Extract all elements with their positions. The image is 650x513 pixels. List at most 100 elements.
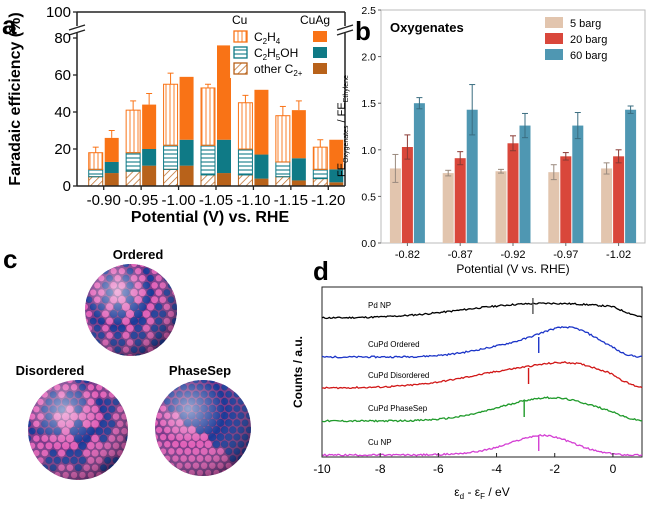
x-tick-label: -10 — [313, 462, 331, 476]
x-tick-label: -4 — [491, 462, 502, 476]
x-tick-label: -1.15 — [274, 192, 308, 209]
bar-60-barg — [466, 109, 478, 243]
atom — [74, 478, 82, 480]
x-tick-label: -2 — [549, 462, 560, 476]
curve-label: CuPd Disordered — [368, 371, 429, 380]
nanoparticle-ordered — [85, 264, 177, 356]
panel-c-nanoparticles: Ordered Disordered PhaseSep — [16, 247, 251, 480]
y-tick-label: 0 — [63, 178, 71, 195]
x-tick-label: -0.87 — [448, 249, 473, 261]
x-tick-label: -8 — [375, 462, 386, 476]
spectrum-curve — [321, 302, 643, 320]
x-tick-label: -6 — [433, 462, 444, 476]
legend-swatch — [545, 17, 563, 28]
bar-cuag-segment — [254, 89, 269, 155]
bar-cuag-segment — [142, 149, 157, 166]
bar-cu-segment — [312, 146, 328, 170]
bar-cuag-segment — [179, 76, 194, 140]
x-tick-label: -0.90 — [87, 192, 121, 209]
panel-letter-c: c — [3, 244, 17, 274]
spectrum-curve — [321, 325, 643, 359]
x-tick-label: -0.95 — [124, 192, 158, 209]
panel-a-legend: Cu CuAg C2H4 C2H5OH other C2+ — [230, 13, 335, 78]
curve-label: Cu NP — [368, 438, 392, 447]
bar-60-barg — [572, 125, 584, 243]
y-tick-label: 0.0 — [361, 238, 376, 250]
legend-group-cu: Cu — [232, 13, 247, 27]
label-disordered: Disordered — [16, 363, 85, 378]
legend-group-cuag: CuAg — [300, 13, 330, 27]
x-tick-label: 0 — [610, 462, 617, 476]
bar-cuag-segment — [179, 139, 194, 166]
curve-label: CuPd PhaseSep — [368, 404, 428, 413]
y-tick-label: 100 — [46, 4, 71, 21]
axis-break-left — [68, 24, 86, 36]
panel-d-x-label: εd - εF / eV — [454, 485, 509, 501]
nanoparticle-phasesep — [155, 380, 251, 476]
legend-c2h5oh: C2H5OH — [254, 46, 298, 62]
label-ordered: Ordered — [113, 247, 164, 262]
bar-5-barg — [389, 168, 401, 243]
bar-cu-segment — [88, 176, 104, 187]
curve-label: CuPd Ordered — [368, 340, 420, 349]
bar-cu-segment — [163, 168, 179, 187]
bar-20-barg — [401, 147, 413, 243]
bar-cuag-segment — [254, 178, 269, 186]
y-tick-label: 1.0 — [361, 145, 376, 157]
bar-cuag-segment — [217, 45, 231, 140]
bar-cu-segment — [200, 144, 216, 176]
nanoparticle-disordered — [28, 380, 128, 480]
spectrum-curve — [321, 361, 643, 390]
bar-cuag-segment — [104, 173, 119, 186]
panel-b-bars — [389, 84, 637, 243]
bar-cuag-segment — [254, 154, 269, 179]
bar-60-barg — [625, 109, 637, 243]
y-tick-label: 1.5 — [361, 98, 376, 110]
legend-swatches-cu — [233, 30, 248, 75]
legend-c2h4: C2H4 — [254, 30, 281, 46]
bar-cuag-segment — [329, 169, 344, 183]
panel-letter-a: a — [2, 10, 17, 40]
spectrum-curve — [321, 433, 643, 457]
legend-label: 5 barg — [570, 18, 601, 30]
y-tick-label: 0.5 — [361, 191, 376, 203]
bar-cuag-segment — [217, 139, 231, 174]
legend-label: 60 barg — [570, 50, 607, 62]
bar-cuag-segment — [104, 137, 119, 162]
x-tick-label: -0.82 — [395, 249, 420, 261]
bar-cu-segment — [88, 168, 104, 178]
panel-b-y-label: FEOxygenates / FEEthylene — [336, 75, 350, 177]
particle-shade — [155, 380, 251, 476]
bar-cu-segment — [200, 87, 216, 146]
bar-cu-segment — [275, 176, 291, 187]
spectrum-curve — [321, 396, 643, 423]
atom — [175, 310, 177, 318]
bar-5-barg — [442, 173, 454, 243]
y-tick-label: 60 — [54, 67, 71, 84]
legend-other: other C2+ — [254, 62, 303, 78]
bar-cu-segment — [237, 174, 253, 187]
bar-60-barg — [413, 103, 425, 243]
legend-swatches-cuag — [313, 31, 327, 74]
y-tick-label: 40 — [54, 104, 71, 121]
x-tick-label: -1.05 — [199, 192, 233, 209]
x-tick-label: -1.00 — [161, 192, 195, 209]
bar-cu-segment — [163, 144, 179, 170]
bar-cu-segment — [88, 152, 104, 170]
panel-b-legend: 5 barg 20 barg 60 barg — [545, 17, 607, 62]
bar-cuag-segment — [142, 104, 157, 149]
bar-20-barg — [613, 156, 625, 243]
x-tick-label: -1.20 — [311, 192, 345, 209]
panel-a-y-label: Faradaic efficiency (%) — [7, 12, 24, 185]
x-tick-label: -1.02 — [606, 249, 631, 261]
y-tick-label: 2.0 — [361, 52, 376, 64]
bar-5-barg — [495, 171, 507, 243]
label-phasesep: PhaseSep — [169, 363, 231, 378]
bar-cuag-segment — [217, 173, 231, 186]
curve-label: Pd NP — [368, 301, 391, 310]
bar-20-barg — [560, 156, 572, 243]
x-tick-label: -0.92 — [500, 249, 525, 261]
bar-5-barg — [601, 168, 613, 243]
